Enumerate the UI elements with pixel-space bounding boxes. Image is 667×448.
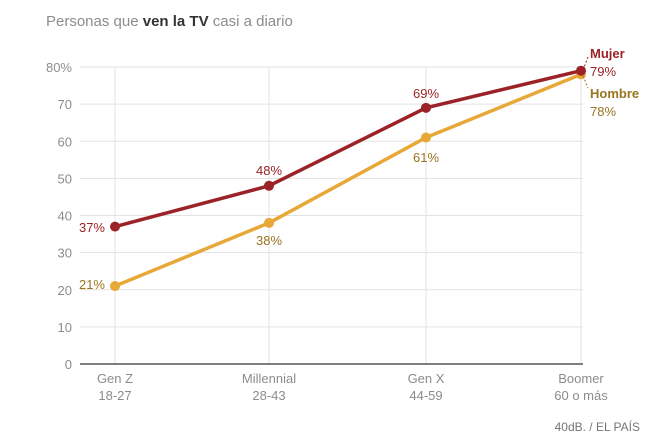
title-bold: ven la TV [142,13,209,30]
y-tick-label: 70 [58,97,72,112]
series-line-mujer [113,68,583,229]
data-point-mujer [576,65,586,76]
data-point-hombre [110,281,120,292]
data-label-mujer: 48% [256,163,282,178]
y-tick-label: 20 [58,283,72,298]
data-label-hombre: 38% [256,233,282,248]
data-label-hombre: 21% [79,277,105,292]
data-label-hombre: 78% [590,104,616,119]
x-tick-sublabel: 60 o más [554,388,608,403]
series-line-hombre [113,72,583,288]
data-label-mujer: 69% [413,86,439,101]
data-point-hombre [421,132,431,143]
title-prefix: Personas que [46,13,143,30]
y-tick-label: 40 [58,209,72,224]
grid-layer [80,66,583,365]
y-tick-label: 10 [58,320,72,335]
chart-title: Personas que ven la TV casi a diario [46,13,293,30]
x-tick-sublabel: 28-43 [252,388,285,403]
data-label-mujer: 79% [590,64,616,79]
data-labels-layer: 37% 48% 69% 79% 21% 38% 61% 78% Mujer Hombre [79,46,639,292]
x-axis: Gen Z 18-27 Millennial 28-43 Gen X 44-59 Boome… [97,371,608,403]
series-name-hombre: Hombre [590,86,639,101]
y-tick-label: 50 [58,171,72,186]
x-tick-sublabel: 18-27 [98,388,131,403]
x-tick-label: Boomer [558,371,604,386]
series-layer [110,65,586,292]
data-point-hombre [264,217,274,228]
data-point-mujer [264,180,274,191]
x-tick-sublabel: 44-59 [409,388,442,403]
y-tick-label: 0 [65,357,72,372]
data-label-mujer: 37% [79,220,105,235]
y-axis: 0 10 20 30 40 50 60 70 80% [46,60,72,372]
source-credit: 40dB. / EL PAÍS [554,420,640,434]
leader-line-hombre [582,75,589,89]
data-point-mujer [110,221,120,232]
x-tick-label: Millennial [242,371,296,386]
x-tick-label: Gen X [408,371,445,386]
x-tick-label: Gen Z [97,371,133,386]
data-point-mujer [421,102,431,113]
y-tick-label: 30 [58,246,72,261]
data-label-hombre: 61% [413,150,439,165]
series-name-mujer: Mujer [590,46,625,61]
y-tick-label: 80% [46,60,72,75]
y-tick-label: 60 [58,134,72,149]
title-suffix: casi a diario [208,13,293,30]
